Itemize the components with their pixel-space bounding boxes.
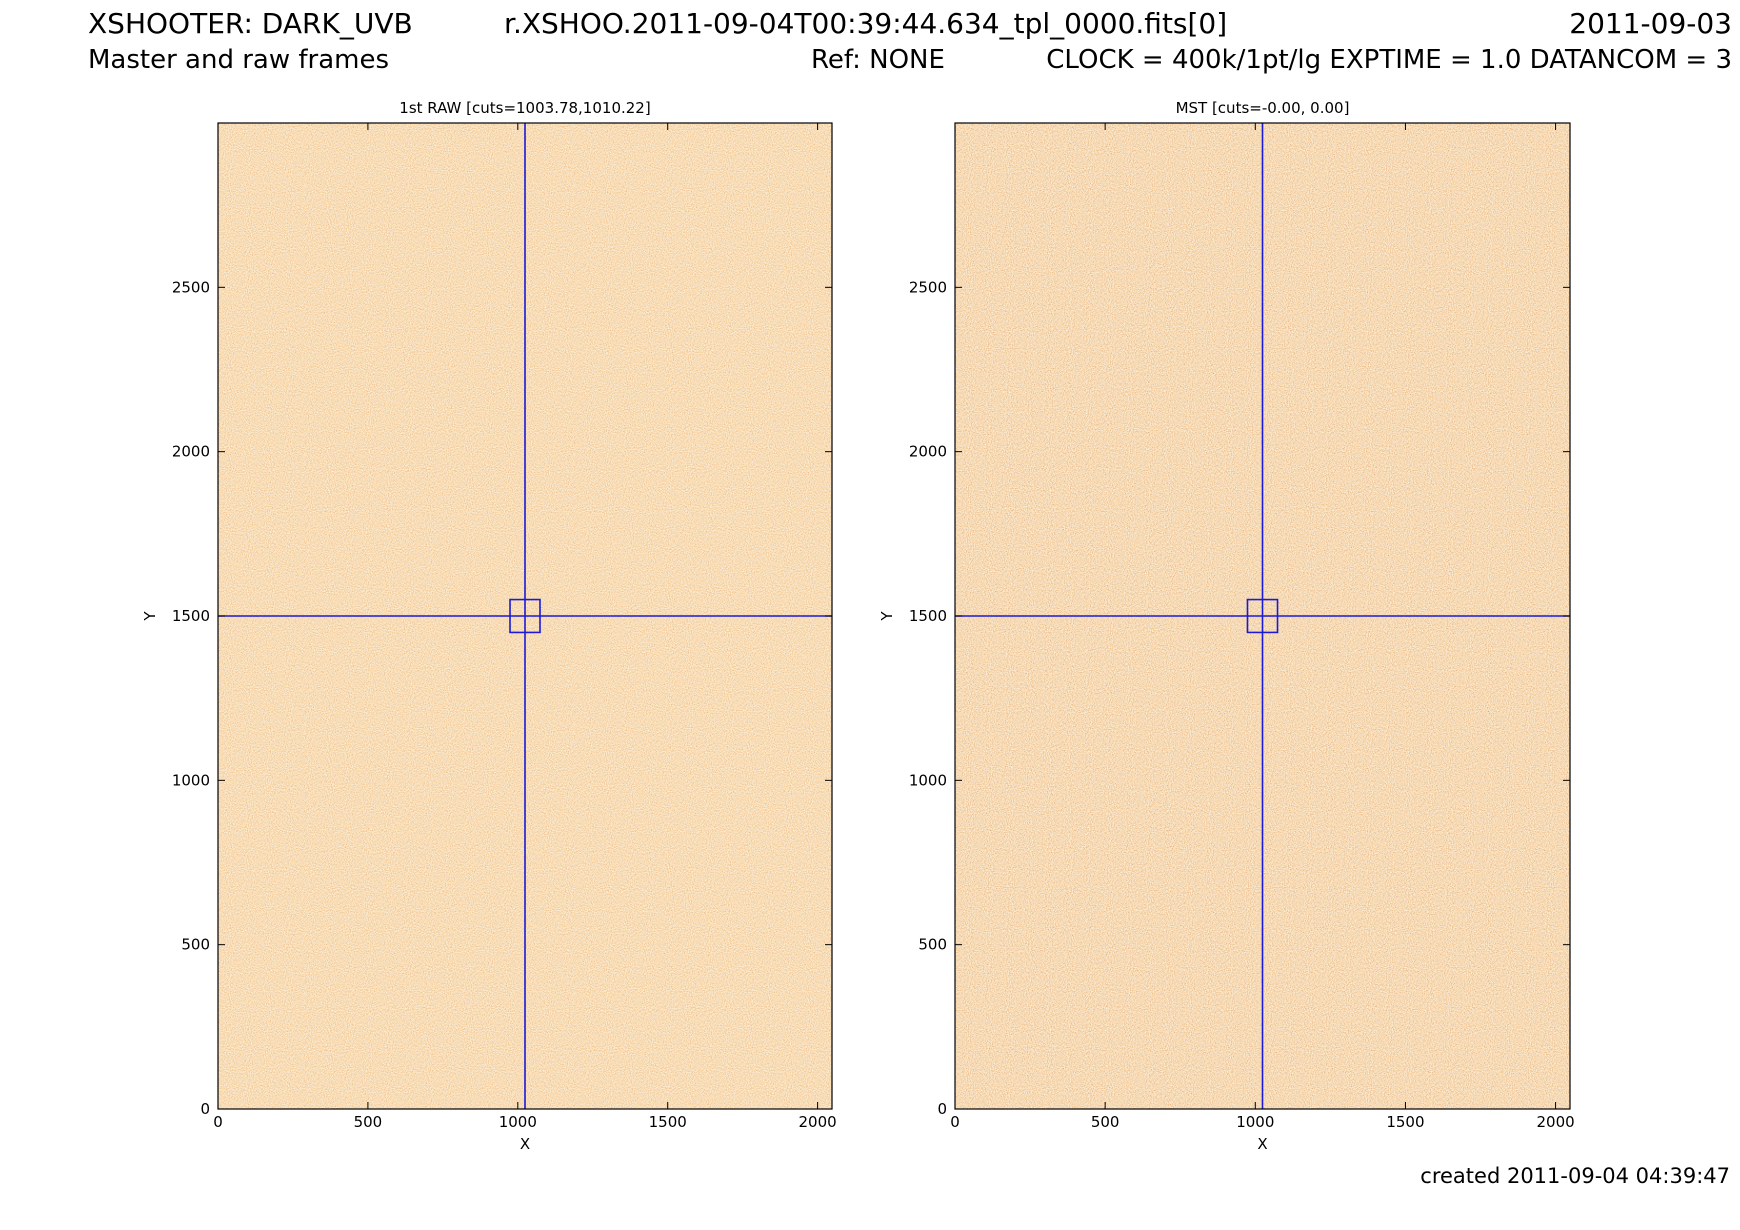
master-frame-panel: MST [cuts=-0.00, 0.00] 0 500 1000 1500 2000 0 5…: [878, 99, 1575, 1153]
y-tick-label: 0: [200, 1100, 210, 1118]
x-tick-label: 1000: [1236, 1113, 1274, 1131]
raw-frame-panel: 1st RAW [cuts=1003.78,1010.22] 0 500 1000 15…: [141, 99, 837, 1153]
y-tick-label: 2500: [909, 278, 947, 296]
x-tick-label: 1500: [649, 1113, 687, 1131]
panel-title: MST [cuts=-0.00, 0.00]: [1176, 99, 1350, 117]
creation-timestamp: created 2011-09-04 04:39:47: [1420, 1164, 1730, 1188]
x-tick-label: 2000: [1536, 1113, 1574, 1131]
x-axis-label: X: [520, 1135, 530, 1153]
reference-label: Ref: NONE: [811, 45, 945, 75]
report-date: 2011-09-03: [1569, 7, 1732, 40]
y-tick-label: 2500: [172, 278, 210, 296]
panel-title: 1st RAW [cuts=1003.78,1010.22]: [399, 99, 650, 117]
y-tick-label: 2000: [172, 443, 210, 461]
report-subtitle: Master and raw frames: [88, 45, 390, 75]
y-axis-label: Y: [878, 611, 896, 622]
y-tick-label: 0: [937, 1100, 947, 1118]
exposure-params: CLOCK = 400k/1pt/lg EXPTIME = 1.0 DATANC…: [1046, 45, 1732, 75]
y-tick-label: 1500: [909, 607, 947, 625]
x-tick-label: 1500: [1386, 1113, 1424, 1131]
x-tick-label: 500: [1091, 1113, 1120, 1131]
y-tick-label: 500: [181, 936, 210, 954]
x-tick-label: 500: [354, 1113, 383, 1131]
y-tick-label: 1000: [909, 771, 947, 789]
file-name: r.XSHOO.2011-09-04T00:39:44.634_tpl_0000…: [504, 7, 1228, 40]
region-box: [509, 598, 541, 634]
y-tick-label: 1000: [172, 771, 210, 789]
y-tick-label: 500: [918, 936, 947, 954]
y-tick-label: 1500: [172, 607, 210, 625]
region-box: [1246, 598, 1279, 634]
x-axis-label: X: [1257, 1135, 1267, 1153]
y-axis-label: Y: [141, 611, 159, 622]
y-tick-label: 2000: [909, 443, 947, 461]
report-title: XSHOOTER: DARK_UVB: [88, 7, 413, 40]
x-tick-label: 1000: [499, 1113, 537, 1131]
x-tick-label: 0: [213, 1113, 223, 1131]
x-tick-label: 0: [950, 1113, 960, 1131]
x-tick-label: 2000: [799, 1113, 837, 1131]
